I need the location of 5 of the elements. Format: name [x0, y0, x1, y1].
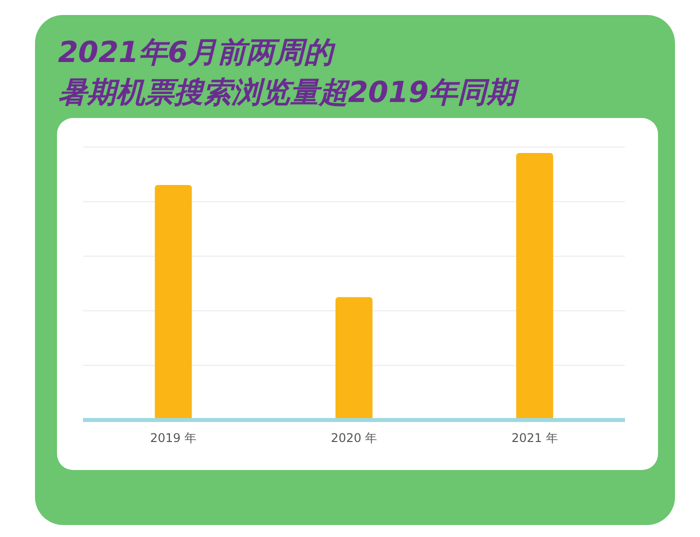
x-tick-label: 2021 年: [511, 431, 558, 445]
chart-title: 2021年6月前两周的: [58, 35, 336, 69]
x-tick-label: 2019 年: [150, 431, 197, 445]
chart-subtitle: 暑期机票搜索浏览量超2019年同期: [58, 75, 520, 109]
x-tick-label: 2020 年: [330, 431, 378, 445]
